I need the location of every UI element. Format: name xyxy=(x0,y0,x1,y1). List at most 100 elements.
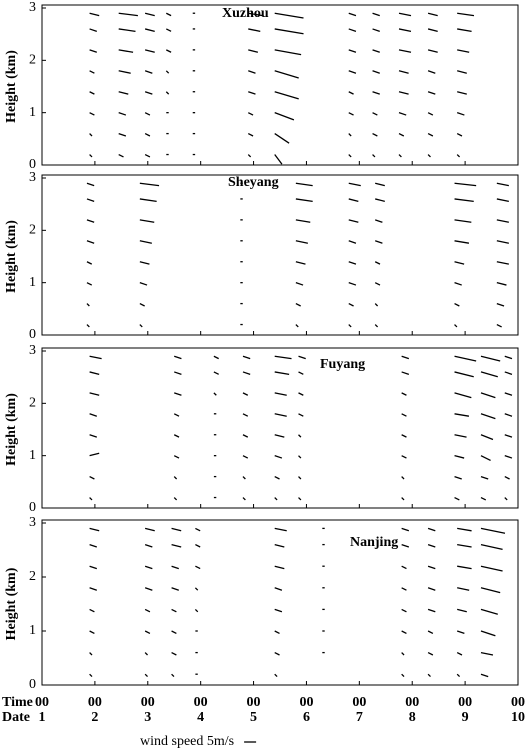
wind-stick xyxy=(295,324,299,328)
wind-stick xyxy=(480,527,506,534)
wind-stick xyxy=(401,587,407,591)
wind-stick xyxy=(89,49,98,53)
wind-stick xyxy=(401,497,405,501)
wind-stick xyxy=(174,371,182,375)
wind-stick xyxy=(348,154,352,158)
y-axis-label: Height (km) xyxy=(4,220,19,293)
wind-stick xyxy=(456,112,465,116)
wind-stick xyxy=(194,608,199,613)
wind-stick xyxy=(374,240,383,244)
time-label: 00 xyxy=(88,695,102,710)
wind-stick xyxy=(456,652,463,656)
wind-stick xyxy=(401,476,405,480)
wind-stick xyxy=(427,587,436,591)
wind-stick xyxy=(242,455,249,459)
wind-stick xyxy=(173,497,178,501)
time-label: 00 xyxy=(141,695,155,710)
wind-stick xyxy=(372,70,380,74)
wind-stick xyxy=(144,49,155,53)
wind-stick xyxy=(118,49,134,53)
y-tick-label: 0 xyxy=(29,677,36,692)
wind-stick xyxy=(348,70,357,74)
wind-stick xyxy=(401,413,407,417)
wind-stick xyxy=(144,608,151,613)
wind-stick xyxy=(274,527,287,532)
wind-stick xyxy=(139,182,160,187)
wind-stick xyxy=(86,282,93,286)
wind-stick xyxy=(480,496,487,501)
wind-stick xyxy=(144,630,151,634)
wind-stick xyxy=(496,261,509,265)
wind-stick xyxy=(454,392,472,399)
wind-stick xyxy=(213,371,219,375)
wind-stick xyxy=(139,240,152,244)
wind-stick xyxy=(295,261,306,265)
wind-stick xyxy=(86,219,95,223)
wind-stick xyxy=(242,371,251,375)
wind-stick xyxy=(89,608,95,613)
station-label: Fuyang xyxy=(320,357,365,372)
wind-stick xyxy=(298,413,304,417)
wind-stick xyxy=(454,261,465,265)
wind-stick xyxy=(194,587,199,591)
wind-stick xyxy=(398,70,409,74)
wind-stick xyxy=(173,413,180,417)
wind-stick xyxy=(427,12,438,17)
wind-stick xyxy=(248,28,261,32)
wind-stick xyxy=(118,112,127,116)
wind-stick xyxy=(480,455,491,462)
wind-stick xyxy=(375,198,385,202)
wind-stick xyxy=(89,12,100,17)
wind-stick xyxy=(427,543,436,548)
wind-stick xyxy=(427,133,434,137)
wind-stick xyxy=(139,261,150,265)
wind-stick xyxy=(372,154,376,158)
wind-stick xyxy=(457,70,467,74)
wind-stick xyxy=(89,70,95,74)
wind-stick xyxy=(504,434,513,438)
wind-stick xyxy=(298,355,306,360)
wind-stick xyxy=(348,133,352,137)
wind-stick xyxy=(144,587,153,591)
wind-stick xyxy=(274,28,304,35)
wind-stick xyxy=(457,543,472,548)
wind-stick xyxy=(89,154,93,158)
wind-stick xyxy=(89,112,95,116)
wind-stick xyxy=(298,455,302,459)
panel-frame xyxy=(41,519,519,686)
wind-stick xyxy=(171,608,177,613)
wind-stick xyxy=(374,219,383,223)
wind-stick xyxy=(165,70,170,74)
wind-stick xyxy=(298,476,302,480)
wind-stick xyxy=(454,198,474,202)
wind-stick xyxy=(247,112,254,116)
wind-stick xyxy=(401,355,410,360)
y-tick-label: 3 xyxy=(29,343,36,358)
y-tick-label: 0 xyxy=(29,327,36,342)
wind-stick xyxy=(401,630,407,634)
wind-stick xyxy=(480,371,498,378)
wind-stick xyxy=(401,608,407,613)
wind-stick xyxy=(457,12,475,17)
wind-stick xyxy=(242,434,249,438)
y-tick-label: 1 xyxy=(29,105,36,120)
wind-stick xyxy=(144,652,148,656)
wind-stick xyxy=(496,219,509,223)
wind-stick xyxy=(144,527,155,532)
wind-stick xyxy=(118,91,129,95)
wind-stick xyxy=(372,12,380,17)
wind-stick xyxy=(274,455,283,459)
wind-stick xyxy=(457,28,472,32)
time-title: Time xyxy=(2,695,33,710)
wind-stick xyxy=(374,282,381,286)
wind-stick xyxy=(274,434,285,438)
wind-stick xyxy=(86,261,93,265)
wind-stick xyxy=(89,355,102,360)
wind-stick xyxy=(457,565,472,570)
wind-stick xyxy=(372,49,380,53)
wind-stick xyxy=(139,324,143,328)
wind-stick xyxy=(173,476,178,480)
wind-stick xyxy=(89,652,93,656)
wind-stick xyxy=(480,413,496,420)
y-tick-label: 2 xyxy=(29,396,36,411)
